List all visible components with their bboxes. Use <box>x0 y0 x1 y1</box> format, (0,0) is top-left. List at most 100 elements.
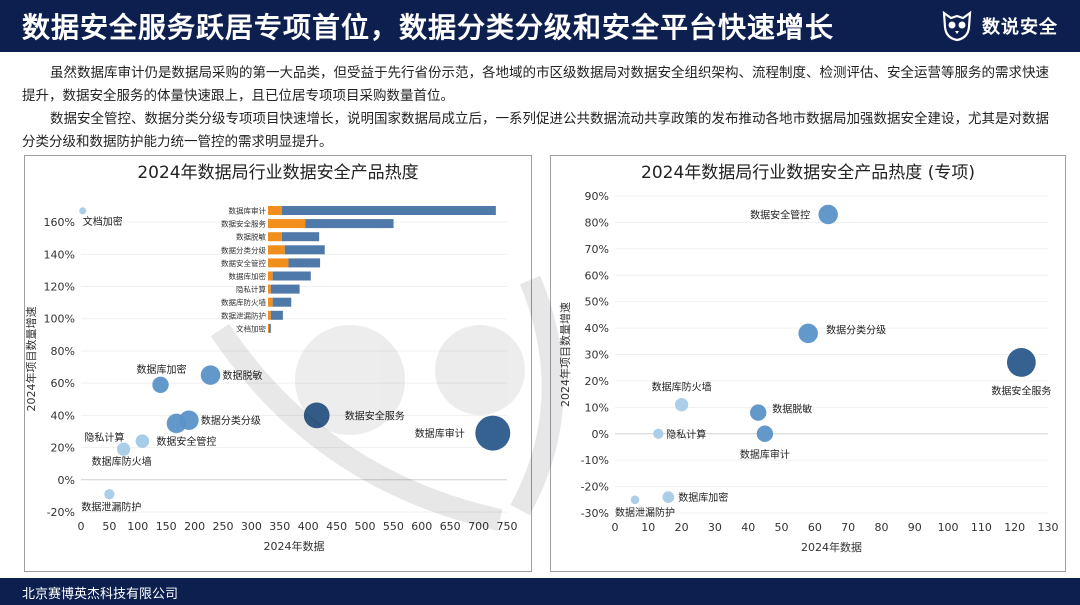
x-tick-label: 50 <box>102 520 116 533</box>
x-tick-label: 100 <box>938 521 959 534</box>
x-tick-label: 110 <box>971 521 992 534</box>
data-point <box>630 495 640 505</box>
x-tick-label: 600 <box>411 520 432 533</box>
x-tick-label: 550 <box>383 520 404 533</box>
data-point <box>475 415 511 451</box>
y-tick-label: 80% <box>51 345 75 358</box>
inset-category-label: 数据库防火墙 <box>221 297 266 307</box>
x-tick-label: 0 <box>78 520 85 533</box>
data-label: 数据库防火墙 <box>652 381 712 394</box>
y-tick-label: -30% <box>581 507 609 520</box>
inset-category-label: 数据库审计 <box>229 206 267 216</box>
x-tick-label: 60 <box>808 521 822 534</box>
scatter-chart-special: 2024年数据局行业数据安全产品热度 (专项) -30% -20% -10% 0% 10%… <box>558 163 1059 554</box>
y-tick-label: 70% <box>585 243 609 256</box>
chart-panel-right: 2024年数据局行业数据安全产品热度 (专项) -30% -20% -10% 0% 10%… <box>550 155 1066 572</box>
y-tick-label: 160% <box>44 216 75 229</box>
x-tick-label: 500 <box>355 520 376 533</box>
x-tick-label: 0 <box>612 521 619 534</box>
inset-category-label: 数据泄漏防护 <box>221 310 266 320</box>
scatter-chart-overall: 2024年数据局行业数据安全产品热度 -20% 0% 20% 40% 60% 80% 100%… <box>25 163 518 553</box>
y-tick-label: 120% <box>44 281 75 294</box>
owl-logo-icon <box>942 10 972 42</box>
data-point <box>79 207 87 215</box>
data-point <box>750 404 767 421</box>
inset-bar <box>268 271 273 281</box>
paragraph: 虽然数据库审计仍是数据局采购的第一大品类，但受益于先行省份示范，各地域的市区级数… <box>22 65 1049 104</box>
inset-category-label: 数据安全服务 <box>221 219 266 229</box>
y-tick-label: 20% <box>51 442 75 455</box>
brand: 数说安全 <box>940 8 1058 44</box>
y-tick-label: 100% <box>44 313 75 326</box>
x-tick-label: 700 <box>468 520 489 533</box>
y-tick-label: 20% <box>585 375 609 388</box>
y-tick-label: 60% <box>51 377 75 390</box>
inset-bar <box>272 271 311 281</box>
page-title: 数据安全服务跃居专项首位，数据分类分级和安全平台快速增长 <box>22 11 835 44</box>
y-tick-label: 140% <box>44 248 75 261</box>
inset-bar <box>281 206 496 215</box>
chart-title: 2024年数据局行业数据安全产品热度 (专项) <box>641 163 975 183</box>
chart-title: 2024年数据局行业数据安全产品热度 <box>137 163 418 183</box>
summary-text: 虽然数据库审计仍是数据局采购的第一大品类，但受益于先行省份示范，各地域的市区级数… <box>22 62 1058 154</box>
x-tick-label: 100 <box>127 520 148 533</box>
inset-bar <box>268 245 285 255</box>
inset-bar <box>268 219 306 229</box>
header-bar: 数据安全服务跃居专项首位，数据分类分级和安全平台快速增长 数说安全 <box>0 0 1080 52</box>
y-tick-label: 0% <box>58 474 75 487</box>
data-label: 隐私计算 <box>666 428 706 441</box>
x-tick-label: 50 <box>775 521 789 534</box>
y-tick-label: -10% <box>581 454 609 467</box>
data-label: 数据泄漏防护 <box>81 500 141 513</box>
inset-category-label: 数据脱敏 <box>236 232 266 242</box>
x-tick-label: 300 <box>241 520 262 533</box>
y-tick-label: 60% <box>585 269 609 282</box>
chart-panel-left: 2024年数据局行业数据安全产品热度 -20% 0% 20% 40% 60% 80% 100%… <box>24 155 532 572</box>
x-tick-label: 450 <box>326 520 347 533</box>
y-tick-label: -20% <box>581 481 609 494</box>
x-tick-label: 40 <box>741 521 755 534</box>
footer-bar: 北京赛博英杰科技有限公司 <box>0 578 1080 605</box>
data-point <box>674 398 689 412</box>
data-point <box>653 428 664 439</box>
data-label: 数据分类分级 <box>201 414 261 427</box>
x-tick-label: 650 <box>440 520 461 533</box>
inset-bar <box>272 297 292 307</box>
y-tick-label: 40% <box>585 322 609 335</box>
x-tick-label: 150 <box>156 520 177 533</box>
y-tick-label: -20% <box>47 506 75 519</box>
data-point <box>104 489 115 500</box>
data-label: 数据安全管控 <box>156 435 216 448</box>
data-label: 数据分类分级 <box>826 323 886 336</box>
company-name: 北京赛博英杰科技有限公司 <box>22 587 179 602</box>
data-point <box>756 425 774 442</box>
inset-bar <box>305 219 394 229</box>
data-label: 隐私计算 <box>84 431 124 444</box>
data-label: 数据库加密 <box>678 491 728 504</box>
inset-bar <box>270 310 283 320</box>
data-point <box>152 376 169 393</box>
x-tick-label: 20 <box>675 521 689 534</box>
y-tick-label: 40% <box>51 409 75 422</box>
data-label: 数据库加密 <box>137 363 187 376</box>
data-point <box>1006 348 1036 377</box>
x-tick-label: 400 <box>298 520 319 533</box>
data-label: 数据脱敏 <box>772 403 812 416</box>
y-tick-label: 50% <box>585 296 609 309</box>
inset-bar <box>268 206 282 215</box>
y-axis-label: 2024年项目数量增速 <box>25 307 38 412</box>
x-tick-label: 70 <box>841 521 855 534</box>
y-tick-label: 30% <box>585 349 609 362</box>
inset-bar <box>281 232 320 242</box>
inset-category-label: 文档加密 <box>236 323 266 333</box>
inset-category-label: 数据安全管控 <box>221 258 266 268</box>
inset-bar <box>288 258 321 268</box>
inset-bar <box>268 284 271 294</box>
x-tick-label: 250 <box>213 520 234 533</box>
data-point <box>662 491 675 504</box>
inset-bar <box>270 284 300 294</box>
x-tick-label: 130 <box>1038 521 1059 534</box>
y-tick-label: 10% <box>585 401 609 414</box>
data-label: 数据安全管控 <box>750 208 810 221</box>
x-tick-label: 200 <box>184 520 205 533</box>
